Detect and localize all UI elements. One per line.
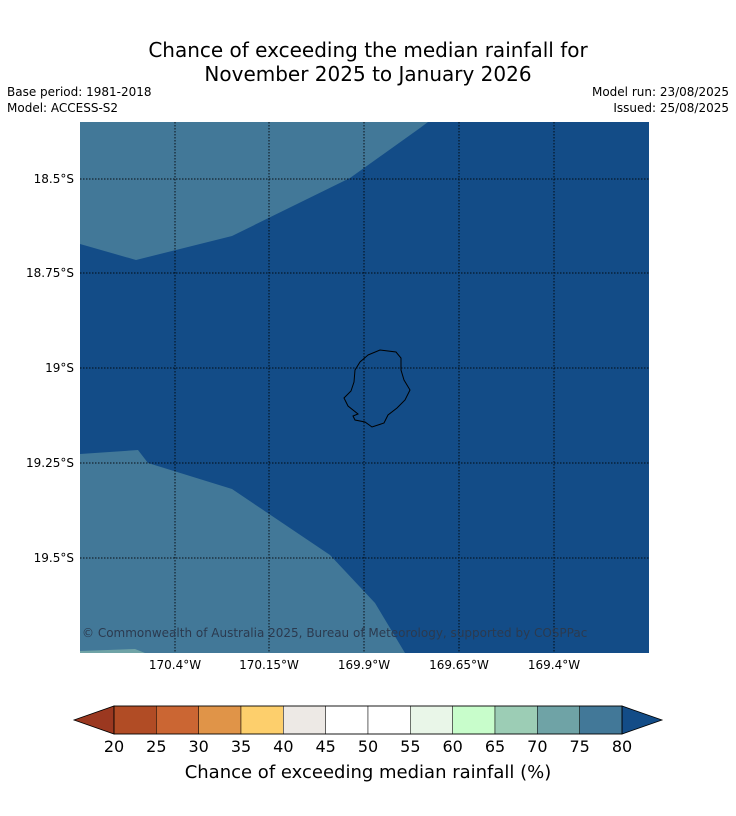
meta-right: Model run: 23/08/2025 Issued: 25/08/2025 [592,84,729,116]
colorbar-swatch [198,705,242,735]
lat-label-19-25: 19.25°S [26,456,74,470]
colorbar-tick-label: 75 [569,737,590,756]
colorbar-swatch [156,705,199,735]
colorbar-swatch [494,705,538,735]
colorbar-swatch [367,705,411,735]
colorbar-tick-label: 65 [484,737,506,756]
colorbar-tick-label: 25 [146,737,167,756]
colorbar-tick-label: 50 [357,737,379,756]
colorbar-title: Chance of exceeding median rainfall (%) [184,762,552,783]
colorbar-swatch [240,705,284,735]
region-75-80-south [80,450,405,653]
colorbar-tick-label: 60 [442,737,463,756]
lon-label-169-9: 169.9°W [337,658,391,672]
colorbar-outline [113,705,623,735]
colorbar-tick-label: 45 [315,737,336,756]
title-line-1: Chance of exceeding the median rainfall … [148,38,588,62]
lon-label-169-4: 169.4°W [527,658,581,672]
lon-label-169-65: 169.65°W [429,658,489,672]
model-run-text: Model run: 23/08/2025 [591,85,729,99]
colorbar-tick-label: 35 [230,737,252,756]
colorbar-swatch [283,705,326,735]
colorbar-swatch [410,705,453,735]
lat-label-19: 19°S [45,361,74,375]
graticule [80,122,649,653]
region-75-80-north [80,122,428,260]
chart-title: Chance of exceeding the median rainfall … [0,38,736,86]
colorbar-tick-label: 40 [273,737,294,756]
colorbar-tick-label: 55 [400,737,421,756]
colorbar-tick-label: 30 [188,737,209,756]
lon-label-170-4: 170.4°W [148,658,202,672]
copyright-text: © Commonwealth of Australia 2025, Bureau… [82,626,588,640]
colorbar-swatch [452,705,496,735]
colorbar-extend-low [72,705,115,735]
meta-left: Base period: 1981-2018 Model: ACCESS-S2 [7,84,152,116]
colorbar-swatch [537,705,580,735]
colorbar-tick-label: 20 [103,737,125,756]
issued-text: Issued: 25/08/2025 [613,101,729,115]
title-line-2: November 2025 to January 2026 [204,62,532,86]
base-period-text: Base period: 1981-2018 [7,85,152,99]
colorbar-swatch [325,705,369,735]
colorbar-tick-label: 80 [611,737,633,756]
lat-label-19-5: 19.5°S [33,551,74,565]
lat-label-18-5: 18.5°S [33,172,74,186]
lat-label-18-75: 18.75°S [26,266,74,280]
colorbar-tick-label: 70 [527,737,548,756]
colorbar-extend-high [621,705,664,735]
colorbar-swatch [113,705,157,735]
colorbar-swatch [579,705,623,735]
niue-island-outline [343,349,411,428]
lon-label-170-15: 170.15°W [239,658,299,672]
region-70-75-edge [80,649,145,653]
model-text: Model: ACCESS-S2 [7,101,119,115]
